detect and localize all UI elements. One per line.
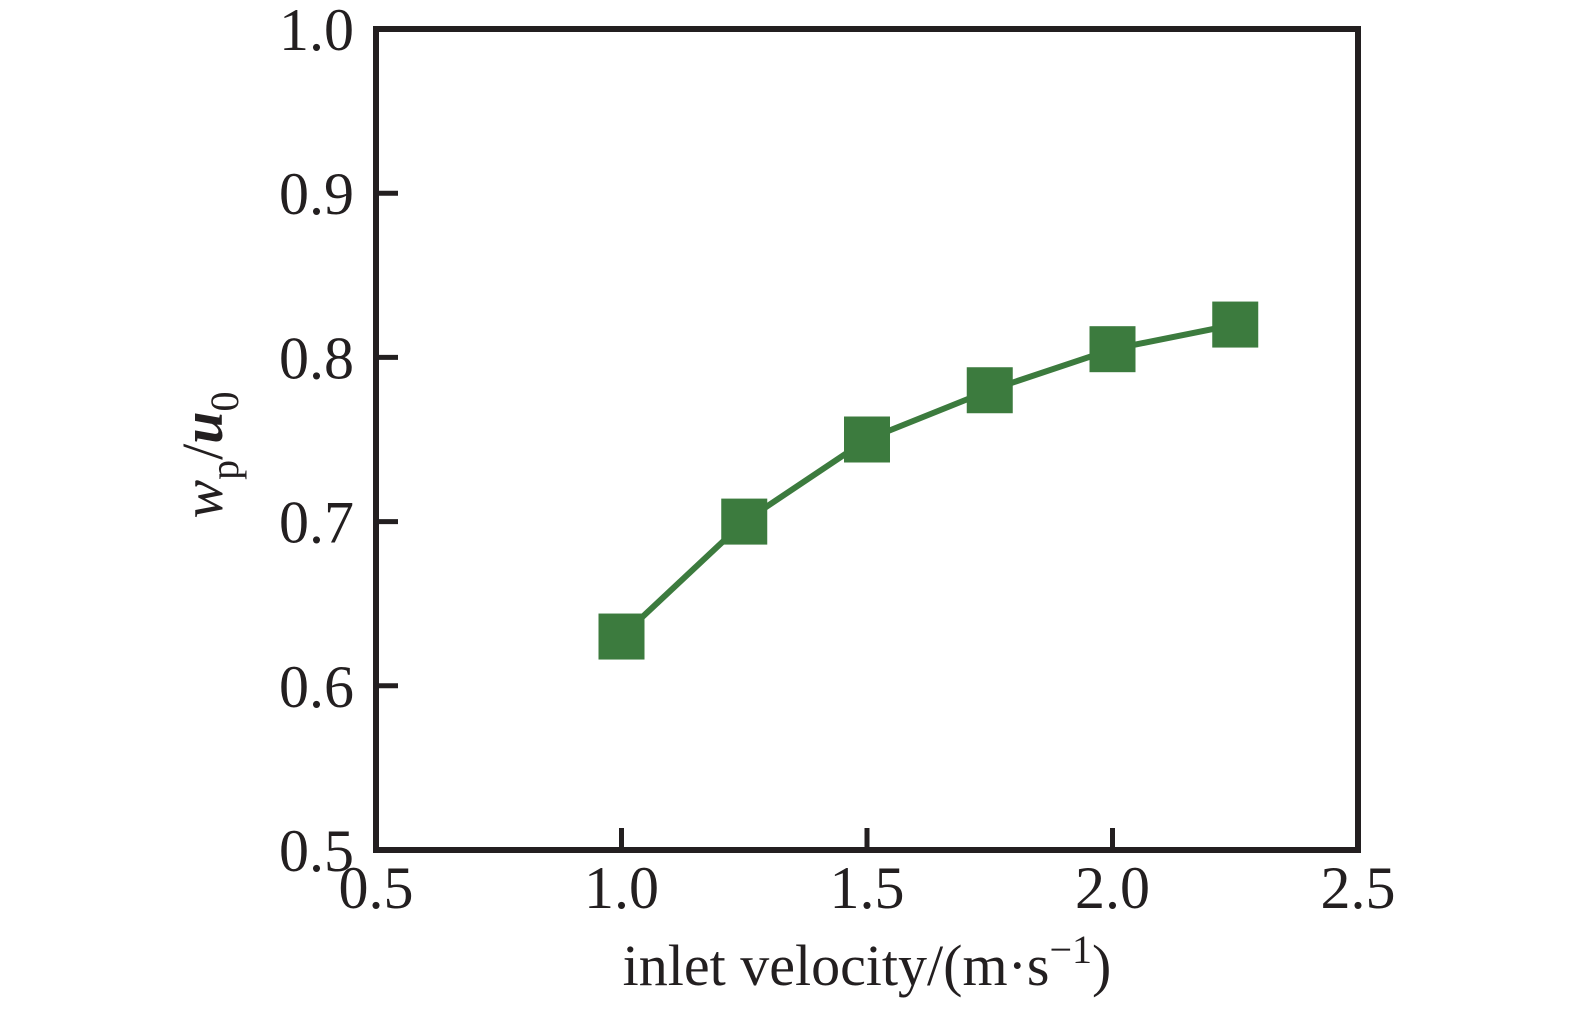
- y-tick-label: 0.9: [279, 161, 354, 227]
- data-point-marker: [966, 367, 1013, 414]
- x-tick-label: 2.0: [1075, 855, 1150, 921]
- y-tick-label: 1.0: [279, 0, 354, 63]
- x-axis-title: inlet velocity/(m·s−1): [623, 927, 1112, 998]
- data-point-marker: [844, 416, 890, 463]
- x-tick-label: 1.5: [830, 855, 905, 921]
- y-axis-title: wp/u0: [170, 391, 247, 518]
- series-markers: [598, 301, 1259, 660]
- y-tick-label: 0.5: [279, 818, 354, 884]
- x-tick-label: 0.5: [339, 855, 414, 921]
- x-axis-tick-labels: 0.5 1.0 1.5 2.0 2.5: [339, 855, 1396, 921]
- x-axis-ticks: [619, 828, 1115, 850]
- data-point-marker: [1089, 326, 1136, 373]
- y-axis-ticks: [376, 190, 398, 689]
- data-point-marker: [721, 498, 768, 545]
- x-tick-label: 2.5: [1321, 855, 1396, 921]
- y-axis-tick-labels: 0.5 0.6 0.7 0.8 0.9 1.0: [279, 0, 354, 884]
- data-point-marker: [1212, 301, 1259, 348]
- x-tick-label: 1.0: [584, 855, 659, 921]
- y-tick-label: 0.7: [279, 490, 354, 556]
- y-tick-label: 0.6: [279, 654, 354, 720]
- y-tick-label: 0.8: [279, 325, 354, 391]
- data-point-marker: [598, 613, 645, 660]
